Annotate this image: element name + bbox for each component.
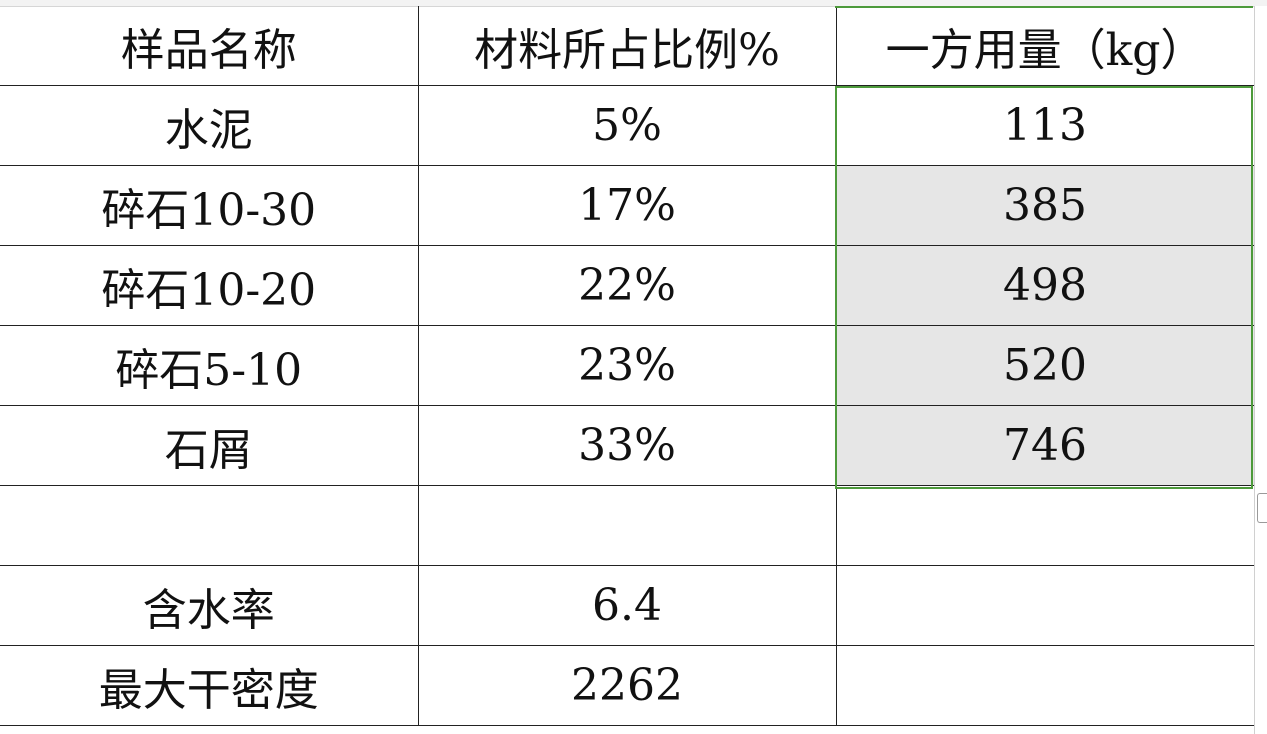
header-cell-ratio[interactable]: 材料所占比例% [417,6,837,86]
cell-name[interactable]: 水泥 [0,85,419,166]
cell-ratio[interactable]: 22% [417,245,837,326]
cell-name[interactable]: 碎石10-30 [0,165,419,246]
right-gutter [1254,6,1267,734]
header-row: 样品名称 材料所占比例% 一方用量（kg） [0,6,1255,86]
header-cell-amount[interactable]: 一方用量（kg） [835,6,1255,86]
quick-fill-options-handle[interactable] [1257,493,1267,523]
table-row: 水泥 5% 113 [0,85,1255,166]
cell-moisture-value[interactable]: 6.4 [417,565,837,646]
table-row: 石屑 33% 746 [0,405,1255,486]
cell-ratio[interactable]: 17% [417,165,837,246]
cell-density-value[interactable]: 2262 [417,645,837,726]
cell-ratio[interactable]: 23% [417,325,837,406]
cell-ratio[interactable]: 5% [417,85,837,166]
header-cell-name[interactable]: 样品名称 [0,6,419,86]
empty-cell[interactable] [835,645,1255,726]
cell-amount[interactable]: 113 [835,85,1255,166]
cell-density-label[interactable]: 最大干密度 [0,645,419,726]
cell-amount[interactable]: 746 [835,405,1255,486]
table-row: 含水率 6.4 [0,565,1255,646]
table-row: 碎石10-20 22% 498 [0,245,1255,326]
empty-cell[interactable] [835,565,1255,646]
cell-ratio[interactable]: 33% [417,405,837,486]
empty-cell[interactable] [835,485,1255,566]
table-row: 碎石10-30 17% 385 [0,165,1255,246]
empty-row [0,485,1255,566]
table-row: 最大干密度 2262 [0,645,1255,726]
empty-cell[interactable] [417,485,837,566]
cell-amount[interactable]: 498 [835,245,1255,326]
cell-name[interactable]: 石屑 [0,405,419,486]
table-row: 碎石5-10 23% 520 [0,325,1255,406]
cell-amount[interactable]: 385 [835,165,1255,246]
cell-amount[interactable]: 520 [835,325,1255,406]
empty-cell[interactable] [0,485,419,566]
cell-name[interactable]: 碎石10-20 [0,245,419,326]
cell-name[interactable]: 碎石5-10 [0,325,419,406]
cell-moisture-label[interactable]: 含水率 [0,565,419,646]
data-table: 样品名称 材料所占比例% 一方用量（kg） 水泥 5% 113 碎石10-30 … [0,6,1255,726]
